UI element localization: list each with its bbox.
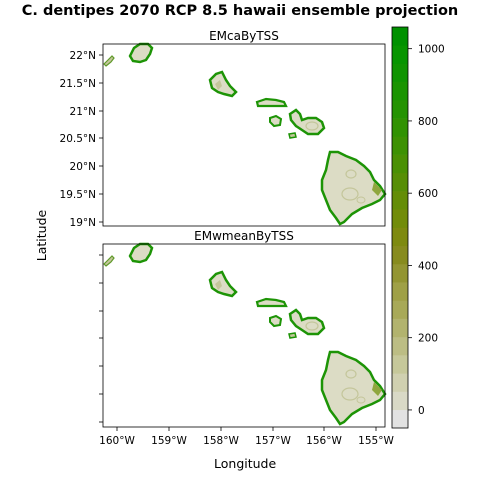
y-tick-label: 19.5°N <box>60 189 96 201</box>
x-tick-label: 159°W <box>151 435 187 447</box>
colorbar-segment <box>392 45 408 64</box>
colorbar-tick-label: 200 <box>418 333 438 345</box>
colorbar-segment <box>392 373 408 392</box>
hawaii-contour-2 <box>341 187 359 201</box>
colorbar-tick-label: 800 <box>418 116 438 128</box>
panel-frame <box>102 243 386 428</box>
colorbar-segment <box>392 63 408 82</box>
hawaii-contour-3 <box>356 396 366 404</box>
colorbar-segment <box>392 136 408 155</box>
y-tick-label: 21.5°N <box>60 78 96 90</box>
colorbar-segment <box>392 409 408 429</box>
colorbar-segment <box>392 245 408 265</box>
colorbar-segment <box>392 336 408 356</box>
colorbar-segment <box>392 300 408 319</box>
hawaii-east-band <box>372 182 382 196</box>
colorbar-segment <box>392 282 408 301</box>
map-panel: EMcaByTSS 22°N 21.5°N 21°N 20.5°N 20°N 19.5°N 1… <box>60 29 387 229</box>
colorbar-segment <box>392 27 408 46</box>
island-kauai <box>128 242 154 264</box>
island-molokai <box>255 297 288 308</box>
colorbar-segment <box>392 391 408 411</box>
island-oahu <box>208 70 238 98</box>
panel-frame <box>102 43 386 227</box>
panel-title: EMcaByTSS <box>209 29 279 43</box>
maui-contour <box>305 321 319 331</box>
island-lanai <box>269 114 283 128</box>
island-niihau <box>103 55 115 67</box>
colorbar-tick-label: 0 <box>418 405 425 417</box>
colorbar-frame <box>391 26 409 429</box>
figure-title: C. dentipes 2070 RCP 8.5 hawaii ensemble… <box>21 3 459 19</box>
hawaii-contour-2 <box>341 387 359 401</box>
colorbar-segment <box>392 99 408 119</box>
colorbar-segment <box>392 81 408 101</box>
island-kahoolawe <box>288 132 297 139</box>
colorbar-segment <box>392 172 408 192</box>
island-kahoolawe <box>288 332 297 339</box>
hawaii-contour-3 <box>356 196 366 204</box>
x-tick-label: 155°W <box>358 435 394 447</box>
y-tick-label: 20°N <box>70 161 96 173</box>
island-oahu <box>208 270 238 298</box>
y-tick-label: 22°N <box>70 50 96 62</box>
colorbar-segment <box>392 355 408 374</box>
hawaii-contour-1 <box>345 369 357 379</box>
colorbar-segment <box>392 318 408 338</box>
colorbar-tick-label: 400 <box>418 260 438 272</box>
x-tick-label: 160°W <box>99 435 135 447</box>
y-tick-label: 21°N <box>70 106 96 118</box>
island-niihau <box>103 255 115 267</box>
island-kauai <box>128 42 154 64</box>
x-tick-label: 157°W <box>255 435 291 447</box>
island-molokai <box>255 97 288 108</box>
oahu-interior <box>215 80 222 90</box>
x-tick-label: 156°W <box>306 435 342 447</box>
colorbar-segment <box>392 227 408 247</box>
maui-contour <box>305 121 319 131</box>
x-tick-label: 158°W <box>203 435 239 447</box>
colorbar-segment <box>392 209 408 228</box>
panel-title: EMwmeanByTSS <box>194 229 294 243</box>
y-tick-label: 19°N <box>70 217 96 229</box>
colorbar-segment <box>392 263 408 283</box>
x-axis-title: Longitude <box>214 456 277 471</box>
colorbar-segment <box>392 154 408 174</box>
hawaii-east-band <box>372 382 382 396</box>
colorbar-segment <box>392 118 408 137</box>
oahu-interior <box>215 280 222 290</box>
island-group <box>103 242 387 426</box>
y-tick-label: 20.5°N <box>60 133 96 145</box>
colorbar-tick-label: 1000 <box>418 44 445 56</box>
island-maui <box>288 108 326 136</box>
island-maui <box>288 308 326 336</box>
hawaii-contour-1 <box>345 169 357 179</box>
map-panel: EMwmeanByTSS <box>99 229 387 428</box>
colorbar-tick-label: 600 <box>418 188 438 200</box>
island-lanai <box>269 314 283 328</box>
colorbar-segment <box>392 191 408 210</box>
island-group <box>103 42 387 226</box>
